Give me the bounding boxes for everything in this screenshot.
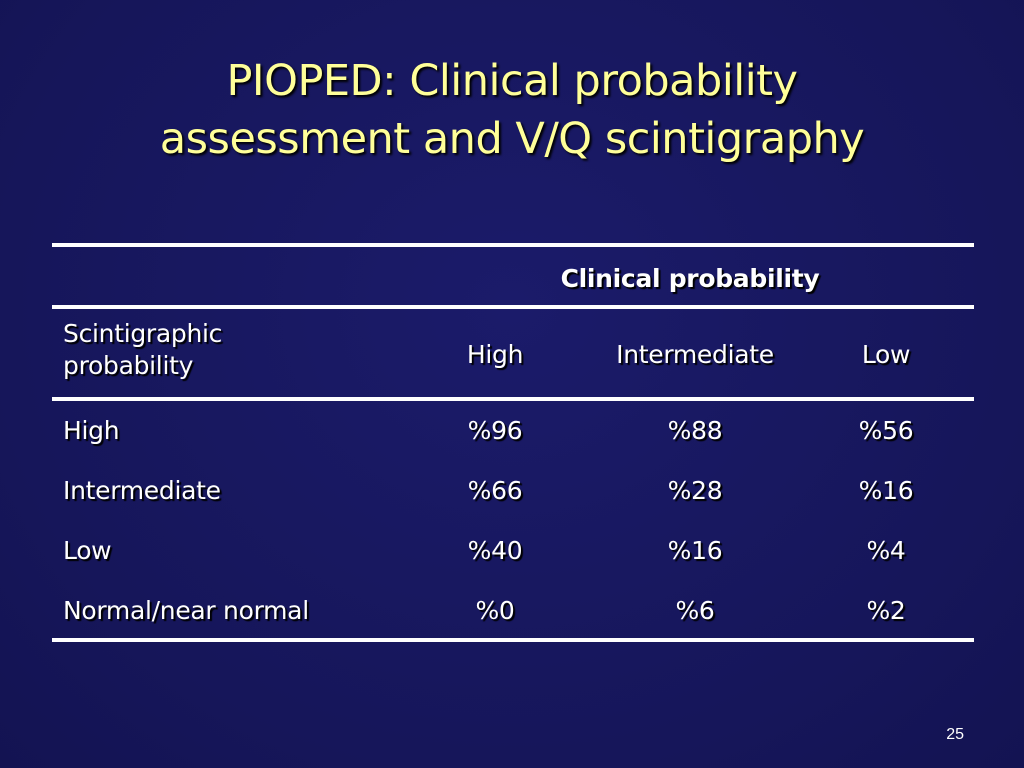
table-cell: %40 <box>467 536 523 565</box>
table-cell: %4 <box>866 536 906 565</box>
title-line-1: PIOPED: Clinical probability <box>226 56 798 106</box>
column-header-high: High <box>466 340 524 369</box>
row-label-high: High <box>63 416 120 445</box>
row-label-intermediate: Intermediate <box>63 476 221 505</box>
table-cell: %66 <box>467 476 523 505</box>
group-header-rule <box>52 305 974 309</box>
table-cell: %0 <box>475 596 515 625</box>
scintigraphic-probability-header: Scintigraphic probability <box>63 319 223 380</box>
column-header-low: Low <box>861 340 911 369</box>
row-label-normal: Normal/near normal <box>63 596 309 625</box>
table-cell: %16 <box>858 476 914 505</box>
table-cell: %56 <box>858 416 914 445</box>
column-header-intermediate: Intermediate <box>616 340 774 369</box>
table-cell: %6 <box>675 596 715 625</box>
table-bottom-rule <box>52 638 974 642</box>
table-cell: %28 <box>667 476 723 505</box>
clinical-probability-header: Clinical probability <box>560 264 820 293</box>
row-label-low: Low <box>63 536 112 565</box>
table-top-rule <box>52 243 974 247</box>
title-line-2: assessment and V/Q scintigraphy <box>159 114 865 164</box>
column-header-rule <box>52 397 974 401</box>
table-cell: %16 <box>667 536 723 565</box>
slide-title: PIOPED: Clinical probability assessment … <box>40 52 984 168</box>
table-cell: %2 <box>866 596 906 625</box>
table-cell: %96 <box>467 416 523 445</box>
page-number: 25 <box>946 726 964 743</box>
table-cell: %88 <box>667 416 723 445</box>
